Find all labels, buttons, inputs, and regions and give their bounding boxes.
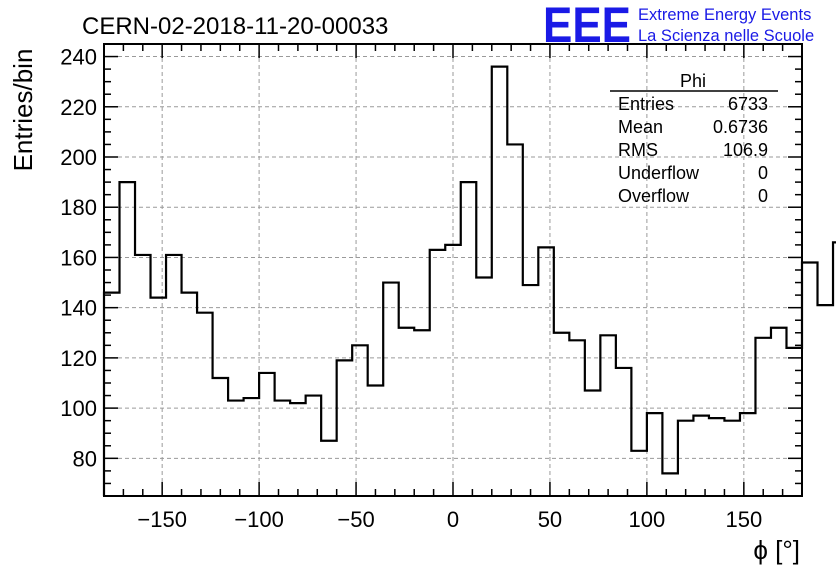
y-axis-label: Entries/bin — [8, 49, 38, 172]
x-tick-label-0: −150 — [137, 507, 187, 532]
grid-lines — [104, 44, 802, 496]
x-tick-label-1: −100 — [234, 507, 284, 532]
y-tick-label-8: 240 — [60, 45, 97, 70]
plot-frame — [103, 43, 803, 497]
x-tick-label-5: 100 — [629, 507, 666, 532]
tick-labels: −150 −100 −50 0 50 100 150 80 100 120 140 160 180 200… — [60, 45, 762, 532]
logo-line-2: La Scienza nelle Scuole — [638, 27, 814, 45]
x-axis-label: ϕ [°] — [753, 535, 800, 565]
stats-value-rms: 106.9 — [723, 140, 768, 160]
y-tick-label-5: 180 — [60, 195, 97, 220]
stats-label-rms: RMS — [618, 140, 658, 160]
x-tick-label-2: −50 — [337, 507, 374, 532]
eee-logo: EEE Extreme Energy Events La Scienza nel… — [543, 0, 814, 53]
stats-label-entries: Entries — [618, 94, 674, 114]
logo-text: EEE — [543, 0, 631, 53]
logo-line-1: Extreme Energy Events — [638, 6, 811, 24]
stats-box: Phi Entries 6733 Mean 0.6736 RMS 106.9 U… — [610, 71, 778, 206]
stats-value-underflow: 0 — [758, 163, 768, 183]
y-tick-label-1: 100 — [60, 396, 97, 421]
y-tick-label-6: 200 — [60, 145, 97, 170]
y-tick-label-3: 140 — [60, 296, 97, 321]
axis-ticks — [103, 43, 803, 496]
stats-value-overflow: 0 — [758, 186, 768, 206]
stats-label-overflow: Overflow — [618, 186, 690, 206]
y-tick-label-7: 220 — [60, 95, 97, 120]
stats-label-mean: Mean — [618, 117, 663, 137]
y-tick-label-4: 160 — [60, 245, 97, 270]
stats-label-underflow: Underflow — [618, 163, 700, 183]
y-tick-label-0: 80 — [73, 446, 97, 471]
y-tick-label-2: 120 — [60, 346, 97, 371]
stats-value-entries: 6733 — [728, 94, 768, 114]
chart-title: CERN-02-2018-11-20-00033 — [82, 13, 388, 40]
stats-title: Phi — [680, 71, 706, 91]
stats-value-mean: 0.6736 — [713, 117, 768, 137]
x-tick-label-3: 0 — [447, 507, 459, 532]
x-tick-label-6: 150 — [725, 507, 762, 532]
histogram-line — [102, 65, 836, 496]
x-tick-label-4: 50 — [538, 507, 562, 532]
